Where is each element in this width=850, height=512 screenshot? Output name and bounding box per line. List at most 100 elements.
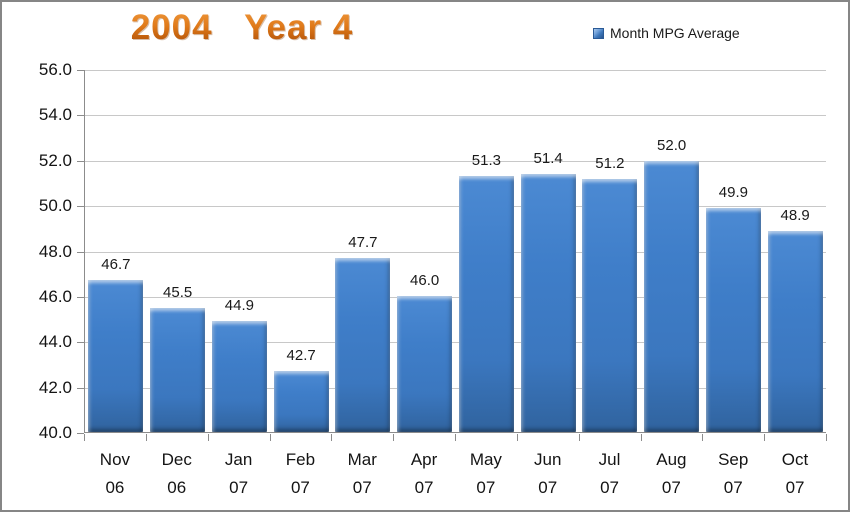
x-label-year: 06: [105, 478, 125, 497]
bar[interactable]: [273, 370, 329, 432]
bar-value-label: 47.7: [348, 233, 378, 251]
bar[interactable]: [705, 208, 761, 432]
x-label-year: 07: [600, 478, 619, 497]
bar[interactable]: [582, 178, 638, 432]
legend-label: Month MPG Average: [610, 25, 740, 41]
x-label-month: Jun: [534, 450, 562, 469]
x-label-year: 07: [723, 478, 743, 497]
bar[interactable]: [767, 230, 823, 432]
x-axis-category-label: Apr 07: [393, 446, 455, 502]
x-axis-labels: Nov 06 Dec 06 Jan 07 Feb 07 Mar 07 Apr 07 May 07 Jun 07…: [84, 446, 826, 502]
category-cell: 48.9: [764, 70, 826, 432]
x-label-month: Sep: [718, 450, 749, 469]
x-label-year: 07: [538, 478, 558, 497]
gridline: [85, 296, 826, 298]
y-axis-tick-label: 42.0: [38, 377, 72, 397]
bar-value-label: 52.0: [657, 136, 687, 154]
y-axis-tick-mark: [77, 115, 84, 117]
x-axis-tick-mark: [826, 434, 827, 441]
category-cell: 46.7: [85, 70, 147, 432]
y-axis-tick-label: 56.0: [38, 60, 72, 79]
bar-value-label: 45.5: [163, 283, 193, 301]
bar[interactable]: [520, 174, 576, 432]
x-axis-category-label: Oct 07: [764, 446, 826, 502]
bar[interactable]: [88, 280, 144, 432]
category-cell: 45.5: [147, 70, 209, 432]
x-axis-tick-mark: [516, 434, 518, 441]
x-axis-tick-mark: [578, 434, 580, 441]
category-cell: 51.4: [517, 70, 579, 432]
plot-area: 46.7 45.5 44.9 42.7 47.7 46.0 51.3 51.4 51.2 52.0…: [84, 70, 826, 433]
bar-value-label: 49.9: [718, 184, 748, 202]
gridline: [85, 115, 826, 117]
category-cell: 52.0: [641, 70, 703, 432]
x-label-month: Nov: [99, 450, 131, 469]
bar[interactable]: [397, 296, 453, 432]
x-label-year: 07: [414, 478, 434, 497]
chart-title: 2004 Year 4: [130, 8, 354, 47]
x-label-month: Mar: [347, 450, 377, 469]
x-axis-category-label: Jul 07: [579, 446, 641, 502]
x-axis-category-label: Jan 07: [208, 446, 270, 502]
category-cell: 44.9: [209, 70, 271, 432]
y-axis-tick-mark: [77, 70, 84, 71]
y-axis-tick-mark: [77, 296, 84, 298]
gridline: [85, 160, 826, 162]
y-axis-tick-mark: [77, 433, 84, 434]
bar[interactable]: [211, 321, 267, 432]
x-axis-category-label: Nov 06: [84, 446, 146, 502]
bar-value-label: 51.2: [595, 154, 625, 172]
y-axis-tick-label: 48.0: [38, 241, 72, 261]
legend[interactable]: Month MPG Average: [593, 23, 740, 43]
gridline: [85, 251, 826, 253]
x-axis-tick-mark: [764, 434, 766, 441]
x-label-month: Aug: [656, 450, 687, 469]
bar-series: 46.7 45.5 44.9 42.7 47.7 46.0 51.3 51.4 51.2 52.0…: [85, 70, 826, 432]
x-label-month: May: [469, 450, 502, 469]
category-cell: 46.0: [394, 70, 456, 432]
bar[interactable]: [458, 176, 514, 432]
x-label-month: Feb: [285, 450, 316, 469]
x-label-year: 07: [476, 478, 496, 497]
y-axis-tick-label: 44.0: [38, 332, 72, 352]
y-axis-tick-label: 52.0: [38, 150, 72, 170]
gridline: [85, 206, 826, 208]
bar[interactable]: [335, 257, 391, 432]
gridline: [85, 70, 826, 71]
legend-series-marker-icon: [593, 27, 604, 39]
gridline: [85, 387, 826, 389]
x-axis-category-label: Aug 07: [640, 446, 702, 502]
y-axis-tick-label: 50.0: [38, 196, 72, 216]
category-cell: 51.2: [579, 70, 641, 432]
x-label-year: 07: [229, 478, 249, 497]
category-cell: 49.9: [703, 70, 765, 432]
x-axis-tick-mark: [145, 434, 147, 441]
x-axis-tick-mark: [331, 434, 333, 441]
x-axis-category-label: May 07: [455, 446, 517, 502]
bar-value-label: 46.7: [101, 256, 131, 274]
x-axis-tick-mark: [640, 434, 642, 441]
category-cell: 47.7: [332, 70, 394, 432]
x-axis-tick-mark: [393, 434, 395, 441]
x-label-year: 07: [290, 478, 310, 497]
bar[interactable]: [644, 160, 700, 432]
bar-value-label: 46.0: [410, 272, 440, 290]
x-axis-category-label: Sep 07: [702, 446, 764, 502]
y-axis-tick-mark: [77, 342, 84, 344]
y-axis-tick-mark: [77, 206, 84, 208]
x-label-year: 07: [352, 478, 372, 497]
y-axis-tick-mark: [77, 251, 84, 253]
x-label-month: Jan: [224, 450, 253, 469]
category-cell: 51.3: [456, 70, 518, 432]
y-axis-tick-label: 46.0: [38, 286, 72, 306]
x-axis-category-label: Feb 07: [269, 446, 331, 502]
x-axis-tick-mark: [84, 434, 85, 441]
bar-value-label: 51.4: [533, 150, 563, 168]
x-axis-category-label: Jun 07: [517, 446, 579, 502]
x-axis-tick-mark: [455, 434, 456, 441]
x-label-month: Oct: [781, 450, 809, 469]
bar-value-label: 48.9: [780, 206, 810, 224]
x-label-year: 07: [661, 478, 681, 497]
bar[interactable]: [150, 307, 206, 432]
